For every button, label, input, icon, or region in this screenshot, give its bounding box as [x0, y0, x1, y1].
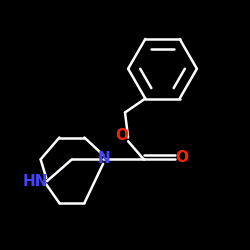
Text: HN: HN [22, 174, 48, 189]
Text: O: O [175, 150, 188, 165]
Text: N: N [98, 151, 110, 166]
Text: O: O [115, 128, 128, 142]
